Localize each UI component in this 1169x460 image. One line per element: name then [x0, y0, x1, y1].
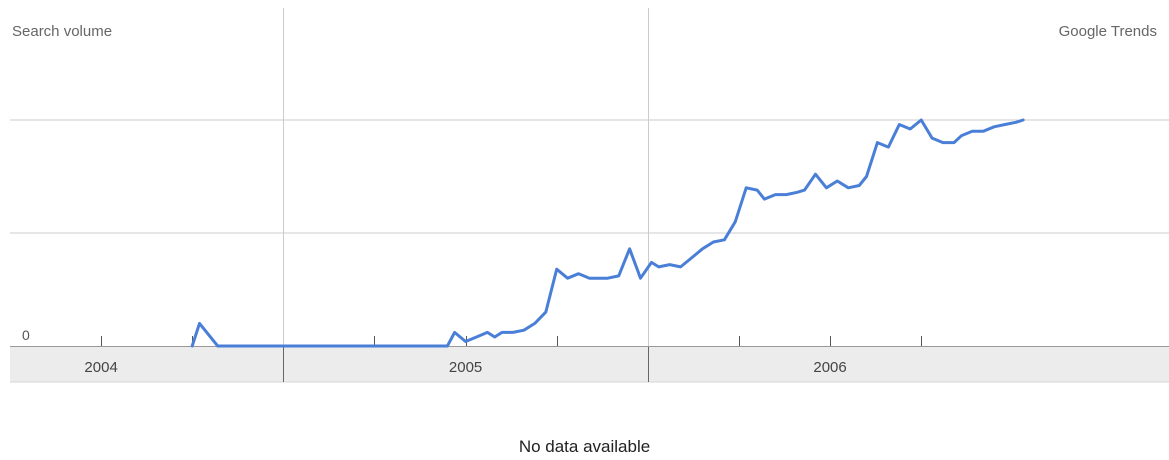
x-tick-label: 2005 [449, 359, 482, 376]
x-tick-label: 2006 [813, 359, 846, 376]
y-axis-title: Search volume [12, 23, 112, 40]
no-data-message: No data available [518, 437, 651, 456]
y-zero-label: 0 [22, 327, 30, 343]
series-line [190, 118, 1025, 348]
x-axis-band [10, 347, 1169, 382]
brand-label: Google Trends [1059, 23, 1157, 40]
chart-canvas: 2004 2005 2006 0 Search volume Google Trends [10, 8, 1169, 383]
x-tick-label: 2004 [84, 359, 117, 376]
